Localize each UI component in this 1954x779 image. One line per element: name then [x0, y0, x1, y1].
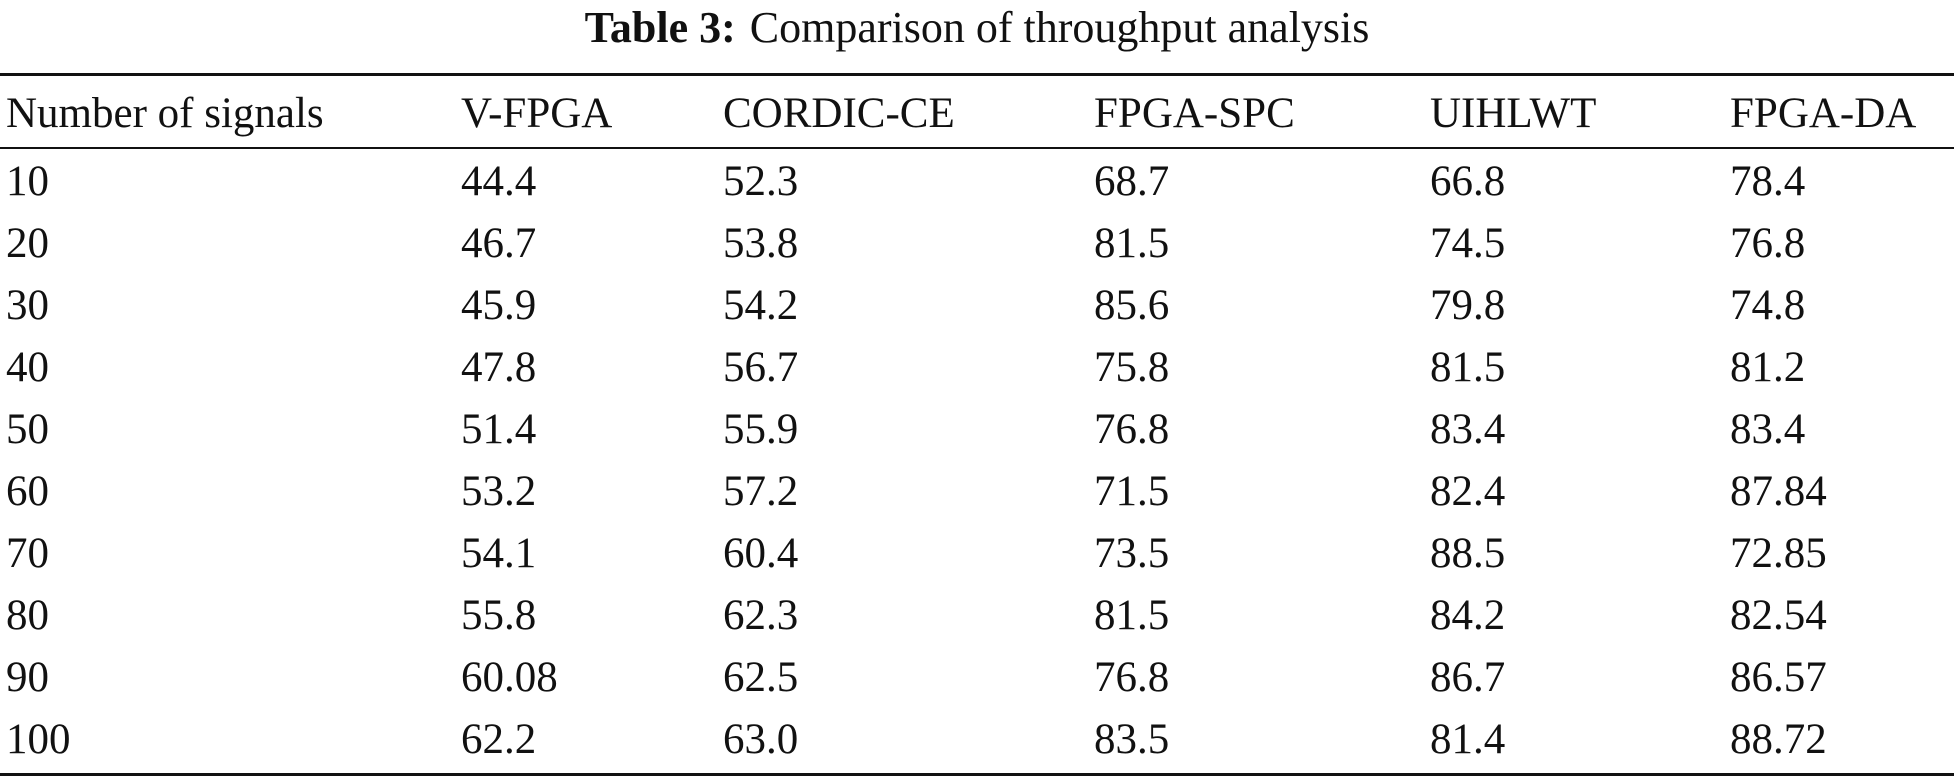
- table-cell: 74.5: [1430, 219, 1506, 267]
- table-cell: 56.7: [723, 343, 799, 391]
- table-row: 50 51.4 55.9 76.8 83.4 83.4: [0, 398, 1954, 460]
- table-caption: Table 3: Comparison of throughput analysi…: [0, 2, 1954, 54]
- table-cell: 54.2: [723, 281, 799, 329]
- table-cell: 60: [6, 467, 49, 515]
- column-header-v-fpga: V-FPGA: [461, 89, 613, 137]
- table-row: 10 44.4 52.3 68.7 66.8 78.4: [0, 144, 1954, 212]
- table-top-rule: [0, 73, 1954, 76]
- table-cell: 74.8: [1730, 281, 1806, 329]
- table-cell: 66.8: [1430, 157, 1506, 205]
- table-cell: 83.4: [1730, 405, 1806, 453]
- table-cell: 90: [6, 653, 49, 701]
- table-cell: 81.5: [1094, 591, 1170, 639]
- table-cell: 57.2: [723, 467, 799, 515]
- column-header-cordic-ce: CORDIC-CE: [723, 89, 955, 137]
- table-cell: 55.9: [723, 405, 799, 453]
- table-row: 20 46.7 53.8 81.5 74.5 76.8: [0, 212, 1954, 274]
- table-cell: 81.5: [1094, 219, 1170, 267]
- table-cell: 86.57: [1730, 653, 1827, 701]
- table-row: 30 45.9 54.2 85.6 79.8 74.8: [0, 274, 1954, 336]
- table-row: 60 53.2 57.2 71.5 82.4 87.84: [0, 460, 1954, 522]
- table-cell: 46.7: [461, 219, 537, 267]
- table-cell: 83.5: [1094, 715, 1170, 763]
- table-cell: 85.6: [1094, 281, 1170, 329]
- table-cell: 44.4: [461, 157, 537, 205]
- table-cell: 60.08: [461, 653, 558, 701]
- table-cell: 87.84: [1730, 467, 1827, 515]
- table-row: 70 54.1 60.4 73.5 88.5 72.85: [0, 522, 1954, 584]
- table-cell: 62.3: [723, 591, 799, 639]
- table-cell: 75.8: [1094, 343, 1170, 391]
- table-cell: 72.85: [1730, 529, 1827, 577]
- table-row: 40 47.8 56.7 75.8 81.5 81.2: [0, 336, 1954, 398]
- table-cell: 60.4: [723, 529, 799, 577]
- table-cell: 45.9: [461, 281, 537, 329]
- table-cell: 53.8: [723, 219, 799, 267]
- column-header-number-of-signals: Number of signals: [6, 89, 324, 137]
- table-cell: 82.4: [1430, 467, 1506, 515]
- table-row: 100 62.2 63.0 83.5 81.4 88.72: [0, 708, 1954, 770]
- table-cell: 71.5: [1094, 467, 1170, 515]
- table-cell: 86.7: [1430, 653, 1506, 701]
- table-cell: 30: [6, 281, 49, 329]
- table-cell: 63.0: [723, 715, 799, 763]
- table-cell: 62.2: [461, 715, 537, 763]
- table-cell: 62.5: [723, 653, 799, 701]
- table-cell: 81.4: [1430, 715, 1506, 763]
- table-cell: 80: [6, 591, 49, 639]
- table-header-row: Number of signals V-FPGA CORDIC-CE FPGA-…: [0, 82, 1954, 144]
- table-cell: 54.1: [461, 529, 537, 577]
- table-cell: 82.54: [1730, 591, 1827, 639]
- table-cell: 51.4: [461, 405, 537, 453]
- column-header-uihlwt: UIHLWT: [1430, 89, 1597, 137]
- table-caption-text: Comparison of throughput analysis: [749, 3, 1370, 52]
- table-cell: 81.5: [1430, 343, 1506, 391]
- table-cell: 40: [6, 343, 49, 391]
- table-cell: 88.72: [1730, 715, 1827, 763]
- table-caption-label: Table 3:: [584, 3, 736, 52]
- column-header-fpga-da: FPGA-DA: [1730, 89, 1917, 137]
- column-header-fpga-spc: FPGA-SPC: [1094, 89, 1295, 137]
- table-cell: 52.3: [723, 157, 799, 205]
- table-cell: 81.2: [1730, 343, 1806, 391]
- table-cell: 55.8: [461, 591, 537, 639]
- table-cell: 76.8: [1094, 653, 1170, 701]
- table-cell: 53.2: [461, 467, 537, 515]
- table-cell: 50: [6, 405, 49, 453]
- table-cell: 79.8: [1430, 281, 1506, 329]
- table-header-rule: [0, 147, 1954, 149]
- table-row: 90 60.08 62.5 76.8 86.7 86.57: [0, 646, 1954, 708]
- table-cell: 10: [6, 157, 49, 205]
- table-row: 80 55.8 62.3 81.5 84.2 82.54: [0, 584, 1954, 646]
- table-cell: 73.5: [1094, 529, 1170, 577]
- table-cell: 88.5: [1430, 529, 1506, 577]
- table-cell: 76.8: [1730, 219, 1806, 267]
- table-cell: 78.4: [1730, 157, 1806, 205]
- table-cell: 68.7: [1094, 157, 1170, 205]
- table-cell: 83.4: [1430, 405, 1506, 453]
- table-cell: 70: [6, 529, 49, 577]
- table-cell: 20: [6, 219, 49, 267]
- table-cell: 100: [6, 715, 71, 763]
- table-cell: 84.2: [1430, 591, 1506, 639]
- table-cell: 47.8: [461, 343, 537, 391]
- throughput-table: Number of signals V-FPGA CORDIC-CE FPGA-…: [0, 82, 1954, 770]
- table-bottom-rule: [0, 773, 1954, 776]
- table-cell: 76.8: [1094, 405, 1170, 453]
